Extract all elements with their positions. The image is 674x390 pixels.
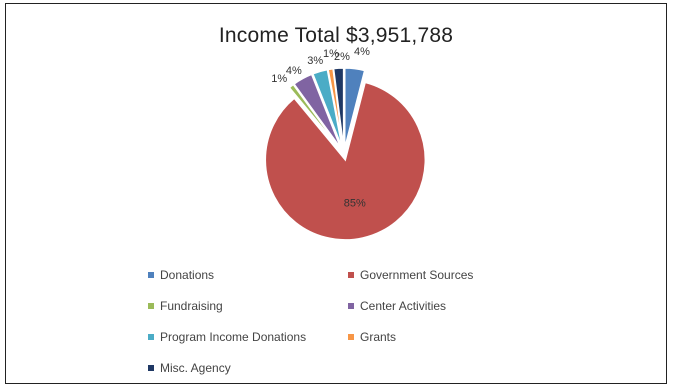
legend-swatch [148, 272, 154, 278]
pie-slice-donations [344, 67, 366, 149]
data-label-fundraising: 1% [271, 73, 287, 85]
data-label-donations: 4% [354, 46, 370, 58]
legend-swatch [148, 303, 154, 309]
pie-slices [264, 67, 427, 241]
legend-item-donations: Donations [148, 268, 214, 282]
data-label-government-sources: 85% [344, 197, 366, 209]
pie-data-labels: 4%85%1%4%3%1%2% [271, 46, 370, 210]
legend-item-center-activities: Center Activities [348, 299, 446, 313]
legend-item-government-sources: Government Sources [348, 268, 473, 282]
data-label-grants: 1% [323, 48, 339, 60]
data-label-program-income-donations: 3% [307, 55, 323, 67]
legend-item-misc-agency: Misc. Agency [148, 361, 231, 375]
data-label-center-activities: 4% [286, 65, 302, 77]
legend-item-program-income-donations: Program Income Donations [148, 330, 306, 344]
pie-slice-center-activities [293, 73, 342, 150]
legend-swatch [148, 334, 154, 340]
pie-slice-fundraising [288, 83, 341, 150]
chart-frame: Income Total $3,951,788 4% 85% 1% 4% 3% 1% 2% … [5, 3, 667, 384]
legend-label: Grants [360, 330, 397, 344]
legend-item-fundraising: Fundraising [148, 299, 223, 313]
legend-label: Fundraising [160, 299, 223, 313]
legend-label: Government Sources [360, 268, 474, 282]
legend-swatch [348, 303, 354, 309]
pie-chart: 4%85%1%4%3%1%2% [264, 46, 427, 241]
legend-label: Misc. Agency [160, 361, 231, 375]
legend-swatch [148, 365, 154, 371]
legend-swatch [348, 272, 354, 278]
legend-label: Program Income Donations [160, 330, 307, 344]
pie-slice-government-sources [264, 81, 427, 241]
data-label-misc-agency: 2% [334, 51, 350, 63]
legend-item-grants: Grants [348, 330, 396, 344]
chart-title: Income Total $3,951,788 [218, 24, 454, 47]
legend-label: Donations [160, 268, 215, 282]
pie-slice-misc-agency [332, 67, 345, 149]
pie-slice-program-income-donations [311, 68, 344, 149]
legend-swatch [348, 334, 354, 340]
legend-label: Center Activities [360, 299, 447, 313]
